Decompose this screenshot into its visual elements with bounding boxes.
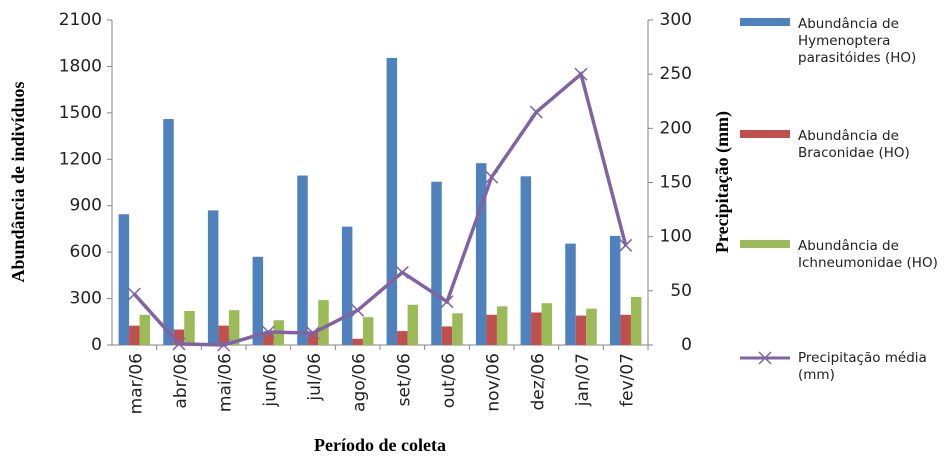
bar (575, 315, 587, 345)
bar (386, 57, 398, 346)
y-tick-label: 1500 (59, 103, 102, 123)
bar (407, 304, 419, 345)
legend-label: Precipitação média (mm) (798, 350, 927, 383)
bar (630, 297, 642, 345)
y-tick-label: 2100 (59, 10, 102, 30)
x-tick-label: ago/06 (350, 353, 370, 412)
legend-swatch (740, 238, 790, 254)
line-marker (351, 303, 365, 317)
y2-tick-label: 0 (681, 335, 692, 355)
y2-tick-label: 100 (660, 227, 692, 247)
bar (307, 332, 319, 345)
x-tick-label: abr/06 (171, 353, 191, 409)
bar (129, 325, 140, 345)
y-tick-label: 600 (70, 242, 102, 262)
y-tick-label: 300 (70, 289, 102, 309)
x-tick-label: mar/06 (126, 353, 146, 414)
x-tick-label: jun/06 (260, 353, 280, 408)
legend-entry: Abundância de Hymenoptera parasitóides (… (740, 16, 944, 67)
bar (496, 306, 508, 345)
line-marker (172, 337, 186, 351)
legend-label: Abundância de Braconidae (HO) (798, 128, 910, 161)
y2-tick-label: 300 (660, 10, 692, 30)
bar (586, 308, 597, 345)
x-axis-title: Período de coleta (314, 435, 446, 455)
line-marker (440, 295, 454, 309)
bar (565, 243, 576, 345)
bar (520, 176, 532, 345)
x-tick-label: dez/06 (528, 353, 548, 411)
y2-tick-label: 250 (660, 64, 692, 84)
x-tick-label: nov/06 (484, 353, 504, 412)
legend-label: Abundância de Hymenoptera parasitóides (… (798, 16, 917, 66)
line-marker (574, 67, 588, 81)
legend-entry: Abundância de Ichneumonidae (HO) (740, 238, 944, 272)
bar (207, 210, 219, 345)
bar (139, 314, 151, 345)
y2-tick-label: 200 (660, 118, 692, 138)
line-marker (261, 325, 275, 339)
line-marker (529, 105, 543, 119)
bar (441, 326, 453, 345)
y-tick-label: 1200 (59, 149, 102, 169)
y2-tick-label: 50 (670, 281, 692, 301)
line (133, 71, 628, 347)
bar (541, 303, 553, 345)
x-tick-label: fev/07 (618, 353, 638, 407)
y2-axis-title: Precipitação (mm) (712, 111, 733, 253)
legend-entry: Abundância de Braconidae (HO) (740, 128, 944, 162)
line-marker (306, 326, 320, 340)
bar (173, 329, 185, 345)
bar (452, 313, 463, 345)
legend-entry: Precipitação média (mm) (740, 350, 944, 384)
x-tick-label: mai/06 (216, 353, 236, 412)
bar (475, 163, 487, 345)
line-marker (127, 287, 141, 301)
bar (318, 300, 329, 345)
line-marker (485, 170, 499, 184)
legend-swatch (740, 16, 790, 32)
y-tick-label: 1800 (59, 56, 102, 76)
y-tick-label: 0 (91, 335, 102, 355)
bar (531, 312, 542, 345)
bar (184, 310, 195, 345)
bar (218, 325, 229, 345)
bar (297, 175, 308, 345)
bar (252, 256, 264, 345)
bar (228, 310, 240, 345)
bar (609, 235, 621, 345)
bar (163, 119, 174, 345)
bar (620, 314, 631, 345)
legend-swatch (740, 128, 790, 144)
line-marker (217, 338, 231, 352)
x-tick-label: out/06 (439, 353, 459, 408)
legend-swatch (740, 350, 790, 366)
x-tick-label: set/06 (394, 353, 414, 406)
bar (352, 338, 363, 345)
line-marker (395, 265, 409, 279)
bar (486, 314, 497, 345)
y2-tick-label: 150 (660, 173, 692, 193)
y-tick-label: 900 (70, 196, 102, 216)
bar (397, 331, 408, 345)
bar (362, 317, 374, 345)
legend-label: Abundância de Ichneumonidae (HO) (798, 238, 938, 271)
y-axis-title: Abundância de indivíduos (8, 81, 28, 282)
bar (341, 226, 353, 345)
bar (118, 214, 130, 345)
x-tick-label: jan/07 (573, 353, 593, 407)
bar (263, 332, 274, 345)
x-tick-label: jul/06 (305, 353, 325, 402)
bar (431, 181, 442, 345)
line-marker (619, 238, 633, 252)
